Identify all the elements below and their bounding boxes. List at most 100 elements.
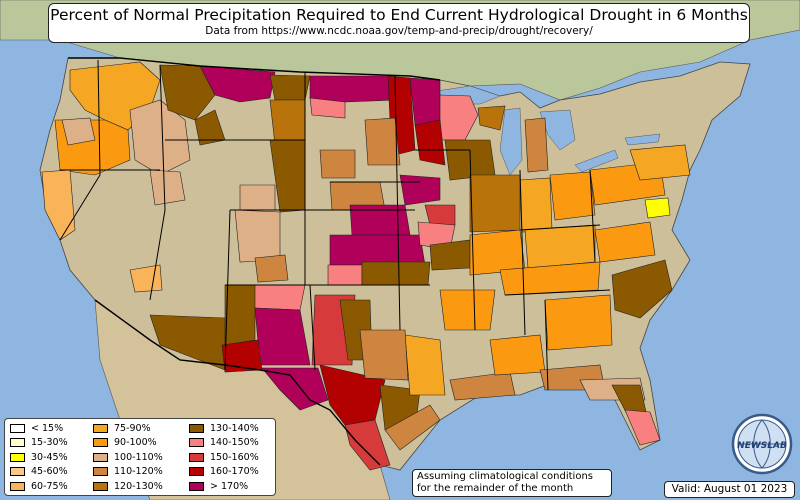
region-south-dakota xyxy=(309,97,346,119)
us-mexico-border xyxy=(94,299,381,466)
legend-item: 90-100% xyxy=(93,437,157,449)
note-box: Assuming climatological conditions for t… xyxy=(412,469,612,497)
state-line-9 xyxy=(309,284,316,371)
logo-meridian xyxy=(738,419,786,469)
legend-label: 110-120% xyxy=(114,466,163,477)
state-line-14 xyxy=(519,224,601,231)
legend-label: 120-130% xyxy=(114,480,163,492)
note-line-2: for the remainder of the month xyxy=(417,483,574,494)
legend-label: 150-160% xyxy=(210,451,259,463)
legend-item: 160-170% xyxy=(189,466,259,478)
region-michigan-upper xyxy=(477,105,506,131)
region-georgia xyxy=(544,294,613,351)
legend-label: 75-90% xyxy=(114,422,151,434)
region-florida-south xyxy=(624,409,661,446)
region-nevada xyxy=(239,184,276,211)
legend-swatch xyxy=(10,438,25,447)
legend-item: 100-110% xyxy=(93,451,163,463)
region-tennessee xyxy=(499,261,601,296)
region-arkansas xyxy=(359,329,409,381)
legend-swatch xyxy=(10,452,25,462)
region-colorado xyxy=(254,254,289,283)
logo-text: NEWSLAB xyxy=(737,441,787,451)
legend-item: 30-45% xyxy=(10,451,68,463)
legend-label: 30-45% xyxy=(31,451,68,463)
legend-label: 90-100% xyxy=(114,437,157,448)
legend-item: 15-30% xyxy=(10,437,68,449)
region-southern-california xyxy=(129,264,163,293)
lake-huron xyxy=(539,109,576,151)
state-line-15 xyxy=(504,289,611,296)
legend-swatch xyxy=(93,452,108,462)
map-title: Percent of Normal Precipitation Required… xyxy=(50,6,748,24)
region-kentucky xyxy=(524,224,596,269)
state-line-18 xyxy=(149,209,166,301)
region-michigan xyxy=(524,117,549,173)
region-indiana xyxy=(519,177,553,233)
region-iowa xyxy=(399,174,441,206)
lake-michigan xyxy=(499,107,523,176)
legend-item: 130-140% xyxy=(189,422,259,434)
legend-swatch xyxy=(189,438,204,447)
newslab-globe-logo-icon: NEWSLAB xyxy=(731,413,793,475)
region-dakotas-sw xyxy=(269,99,306,146)
legend-item: 140-150% xyxy=(189,437,259,449)
legend-item: > 170% xyxy=(189,480,248,492)
state-line-8 xyxy=(224,209,231,371)
valid-date-box: Valid: August 01 2023 xyxy=(664,481,795,498)
legend-label: 140-150% xyxy=(210,437,259,448)
legend-swatch xyxy=(93,423,108,433)
note-line-1: Assuming climatological conditions xyxy=(417,471,593,482)
region-montana-east xyxy=(199,65,276,103)
region-ohio xyxy=(549,171,596,221)
region-ohio-valley xyxy=(469,229,526,276)
legend-swatch xyxy=(10,467,25,476)
valid-date: Valid: August 01 2023 xyxy=(671,483,788,495)
region-kansas xyxy=(329,234,426,266)
state-line-1 xyxy=(97,59,101,176)
region-nebraska-north xyxy=(364,117,401,166)
region-california-east xyxy=(149,169,186,206)
legend-label: > 170% xyxy=(210,480,249,492)
region-missouri xyxy=(429,239,471,271)
legend-item: 120-130% xyxy=(93,480,163,492)
legend-label: 45-60% xyxy=(31,466,68,477)
legend-item: 45-60% xyxy=(10,466,68,478)
region-nebraska-west xyxy=(319,149,356,179)
region-maryland xyxy=(644,197,671,219)
legend-swatch xyxy=(189,481,204,491)
legend-swatch xyxy=(10,423,25,433)
region-gulf-coast xyxy=(449,371,516,401)
region-illinois xyxy=(469,174,521,233)
state-line-13 xyxy=(519,169,526,336)
region-texas-coast xyxy=(384,404,441,451)
state-line-3 xyxy=(159,64,166,211)
lake-erie xyxy=(574,149,619,173)
region-wisconsin-south xyxy=(414,119,446,166)
region-minnesota-east xyxy=(409,77,441,126)
legend-swatch xyxy=(93,467,108,476)
legend-item: 75-90% xyxy=(93,422,151,434)
legend-item: 150-160% xyxy=(189,451,259,463)
legend-label: 15-30% xyxy=(31,437,68,448)
region-carolinas xyxy=(611,259,673,319)
legend-label: < 15% xyxy=(31,422,64,434)
region-west-texas xyxy=(261,367,329,411)
region-washington-coast xyxy=(61,117,96,146)
state-line-16 xyxy=(589,169,596,263)
region-iowa-south xyxy=(424,204,456,226)
state-line-17 xyxy=(59,174,101,241)
legend-label: 160-170% xyxy=(210,466,259,477)
state-boundaries xyxy=(59,59,611,391)
legend-item: 60-75% xyxy=(10,480,68,492)
region-virginia xyxy=(594,221,656,263)
legend-swatch xyxy=(189,423,204,433)
state-line-10 xyxy=(394,75,401,331)
region-north-dakota xyxy=(309,75,396,103)
legend-swatch xyxy=(10,481,25,491)
legend-swatch xyxy=(189,452,204,462)
region-new-york xyxy=(629,144,691,181)
region-arizona-east xyxy=(224,284,256,346)
legend-item: < 15% xyxy=(10,422,63,434)
